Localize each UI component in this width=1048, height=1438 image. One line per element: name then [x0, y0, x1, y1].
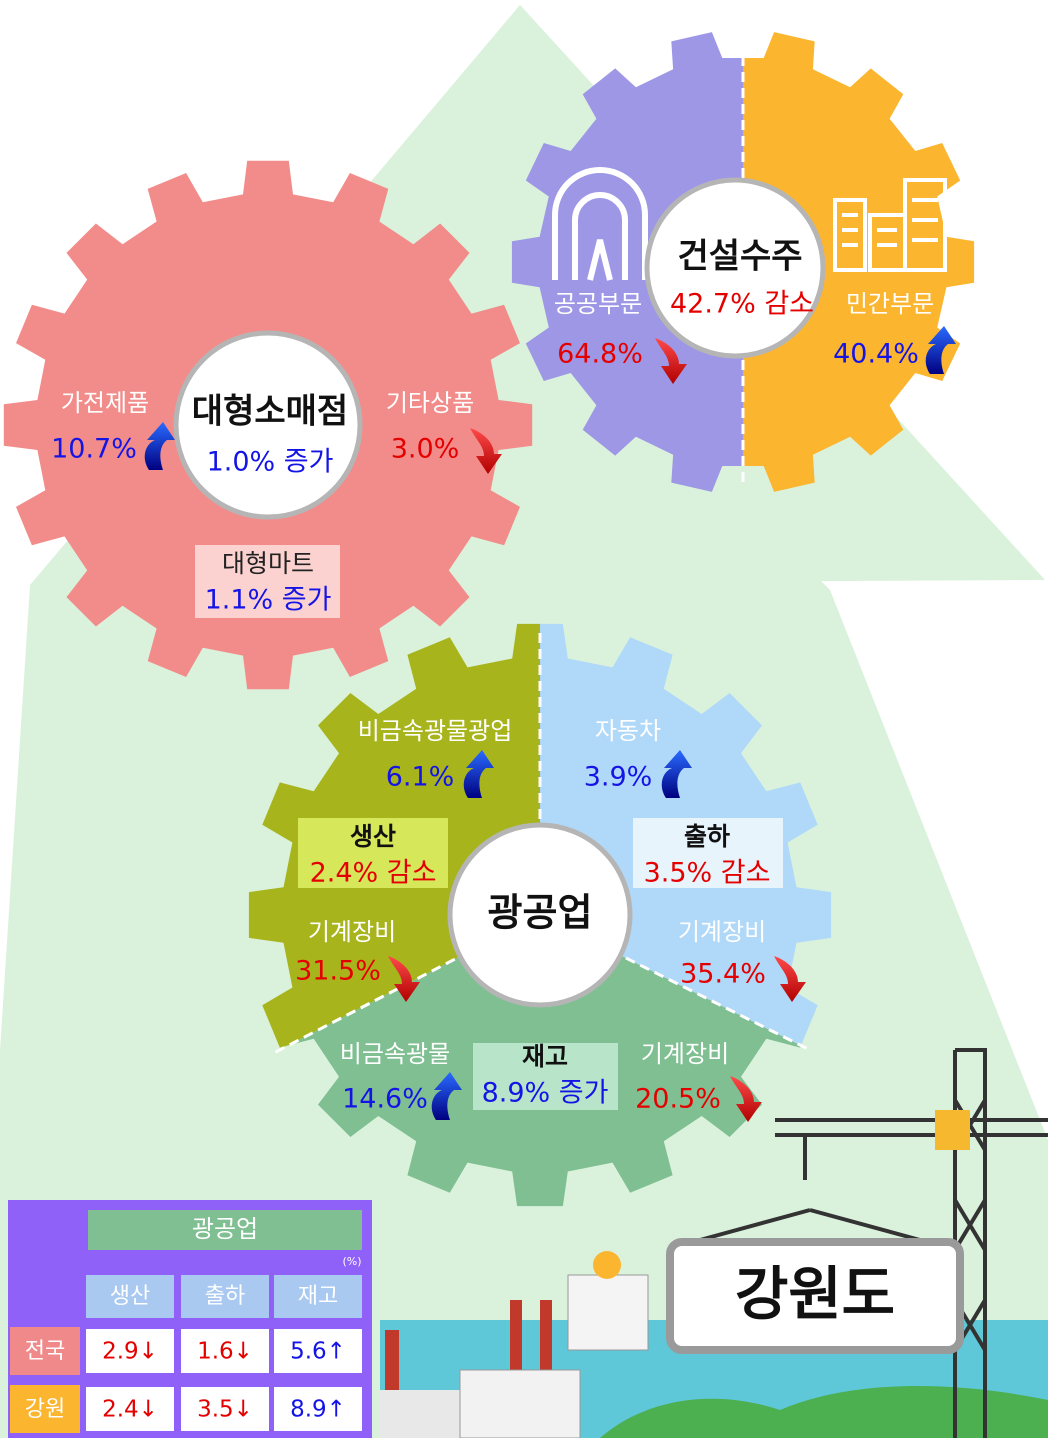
cell — [274, 1387, 362, 1431]
hills — [600, 1386, 1048, 1438]
row-label: 전국 — [25, 1339, 65, 1364]
summary: 8.9% 증가 — [482, 1078, 609, 1109]
construction-center — [644, 177, 826, 359]
label: 비금속광물 — [340, 1040, 450, 1068]
value: 35.4% — [680, 959, 766, 990]
factory — [380, 1300, 581, 1438]
cell-value: 2.9↓ — [102, 1339, 158, 1365]
value: 31.5% — [295, 956, 381, 987]
label: 가전제품 — [61, 389, 149, 417]
value: 6.1% — [386, 762, 455, 793]
mart-box — [195, 545, 340, 618]
mining-title: 광공업 — [488, 891, 593, 935]
cell — [274, 1329, 362, 1373]
cell-value: 1.6↓ — [197, 1339, 253, 1365]
title: 생산 — [350, 822, 396, 851]
construction-summary: 42.7% 감소 — [670, 289, 814, 320]
mart-building — [567, 1251, 649, 1351]
cell — [181, 1387, 269, 1431]
label: 민간부문 — [846, 290, 934, 318]
cell-value: 3.5↓ — [197, 1397, 253, 1423]
cell-value: 5.6↑ — [290, 1339, 346, 1365]
table-title: 광공업 — [192, 1215, 258, 1243]
column-header — [181, 1275, 269, 1318]
mining-gear — [248, 623, 832, 1207]
retail-center — [173, 330, 363, 520]
inventory-box — [473, 1043, 618, 1110]
title: 출하 — [684, 822, 730, 851]
label: 자동차 — [595, 717, 661, 745]
label: 기계장비 — [308, 918, 396, 946]
table-header — [88, 1210, 362, 1250]
value: 10.7% — [51, 434, 137, 465]
cell — [86, 1387, 174, 1431]
column-label: 재고 — [298, 1284, 338, 1309]
label: 비금속광물광업 — [358, 717, 513, 745]
value: 40.4% — [833, 339, 919, 370]
column-header — [86, 1275, 174, 1318]
row-header — [10, 1385, 80, 1433]
label: 공공부문 — [554, 290, 642, 318]
label: 기계장비 — [641, 1040, 729, 1068]
crane-cab — [935, 1110, 970, 1150]
summary: 3.5% 감소 — [644, 858, 771, 889]
label: 기타상품 — [386, 389, 474, 417]
production-box — [298, 818, 448, 888]
value: 3.0% — [391, 434, 460, 465]
label: 기계장비 — [678, 918, 766, 946]
cell — [181, 1329, 269, 1373]
column-label: 출하 — [205, 1284, 245, 1309]
retail-title: 대형소매점 — [192, 392, 348, 432]
row-label: 강원 — [25, 1397, 65, 1422]
value: 20.5% — [635, 1084, 721, 1115]
cell-value: 2.4↓ — [102, 1397, 158, 1423]
value: 1.1% 증가 — [205, 585, 332, 616]
title: 재고 — [522, 1042, 568, 1071]
tunnel-icon — [552, 167, 648, 281]
region-sign — [666, 1238, 964, 1354]
value: 14.6% — [342, 1084, 428, 1115]
column-header — [274, 1275, 362, 1318]
shipment-box — [633, 818, 783, 888]
retail-summary: 1.0% 증가 — [207, 447, 334, 478]
cell-value: 8.9↑ — [290, 1397, 346, 1423]
construction-title: 건설수주 — [677, 237, 802, 277]
region-name: 강원도 — [735, 1260, 895, 1328]
mining-center — [447, 822, 633, 1008]
value: 64.8% — [557, 339, 643, 370]
row-header — [10, 1327, 80, 1375]
value: 3.9% — [584, 762, 653, 793]
summary: 2.4% 감소 — [310, 858, 437, 889]
column-label: 생산 — [110, 1284, 150, 1309]
buildings-icon — [833, 178, 947, 272]
cell — [86, 1329, 174, 1373]
label: 대형마트 — [222, 549, 314, 578]
table-unit: (%) — [342, 1255, 361, 1268]
